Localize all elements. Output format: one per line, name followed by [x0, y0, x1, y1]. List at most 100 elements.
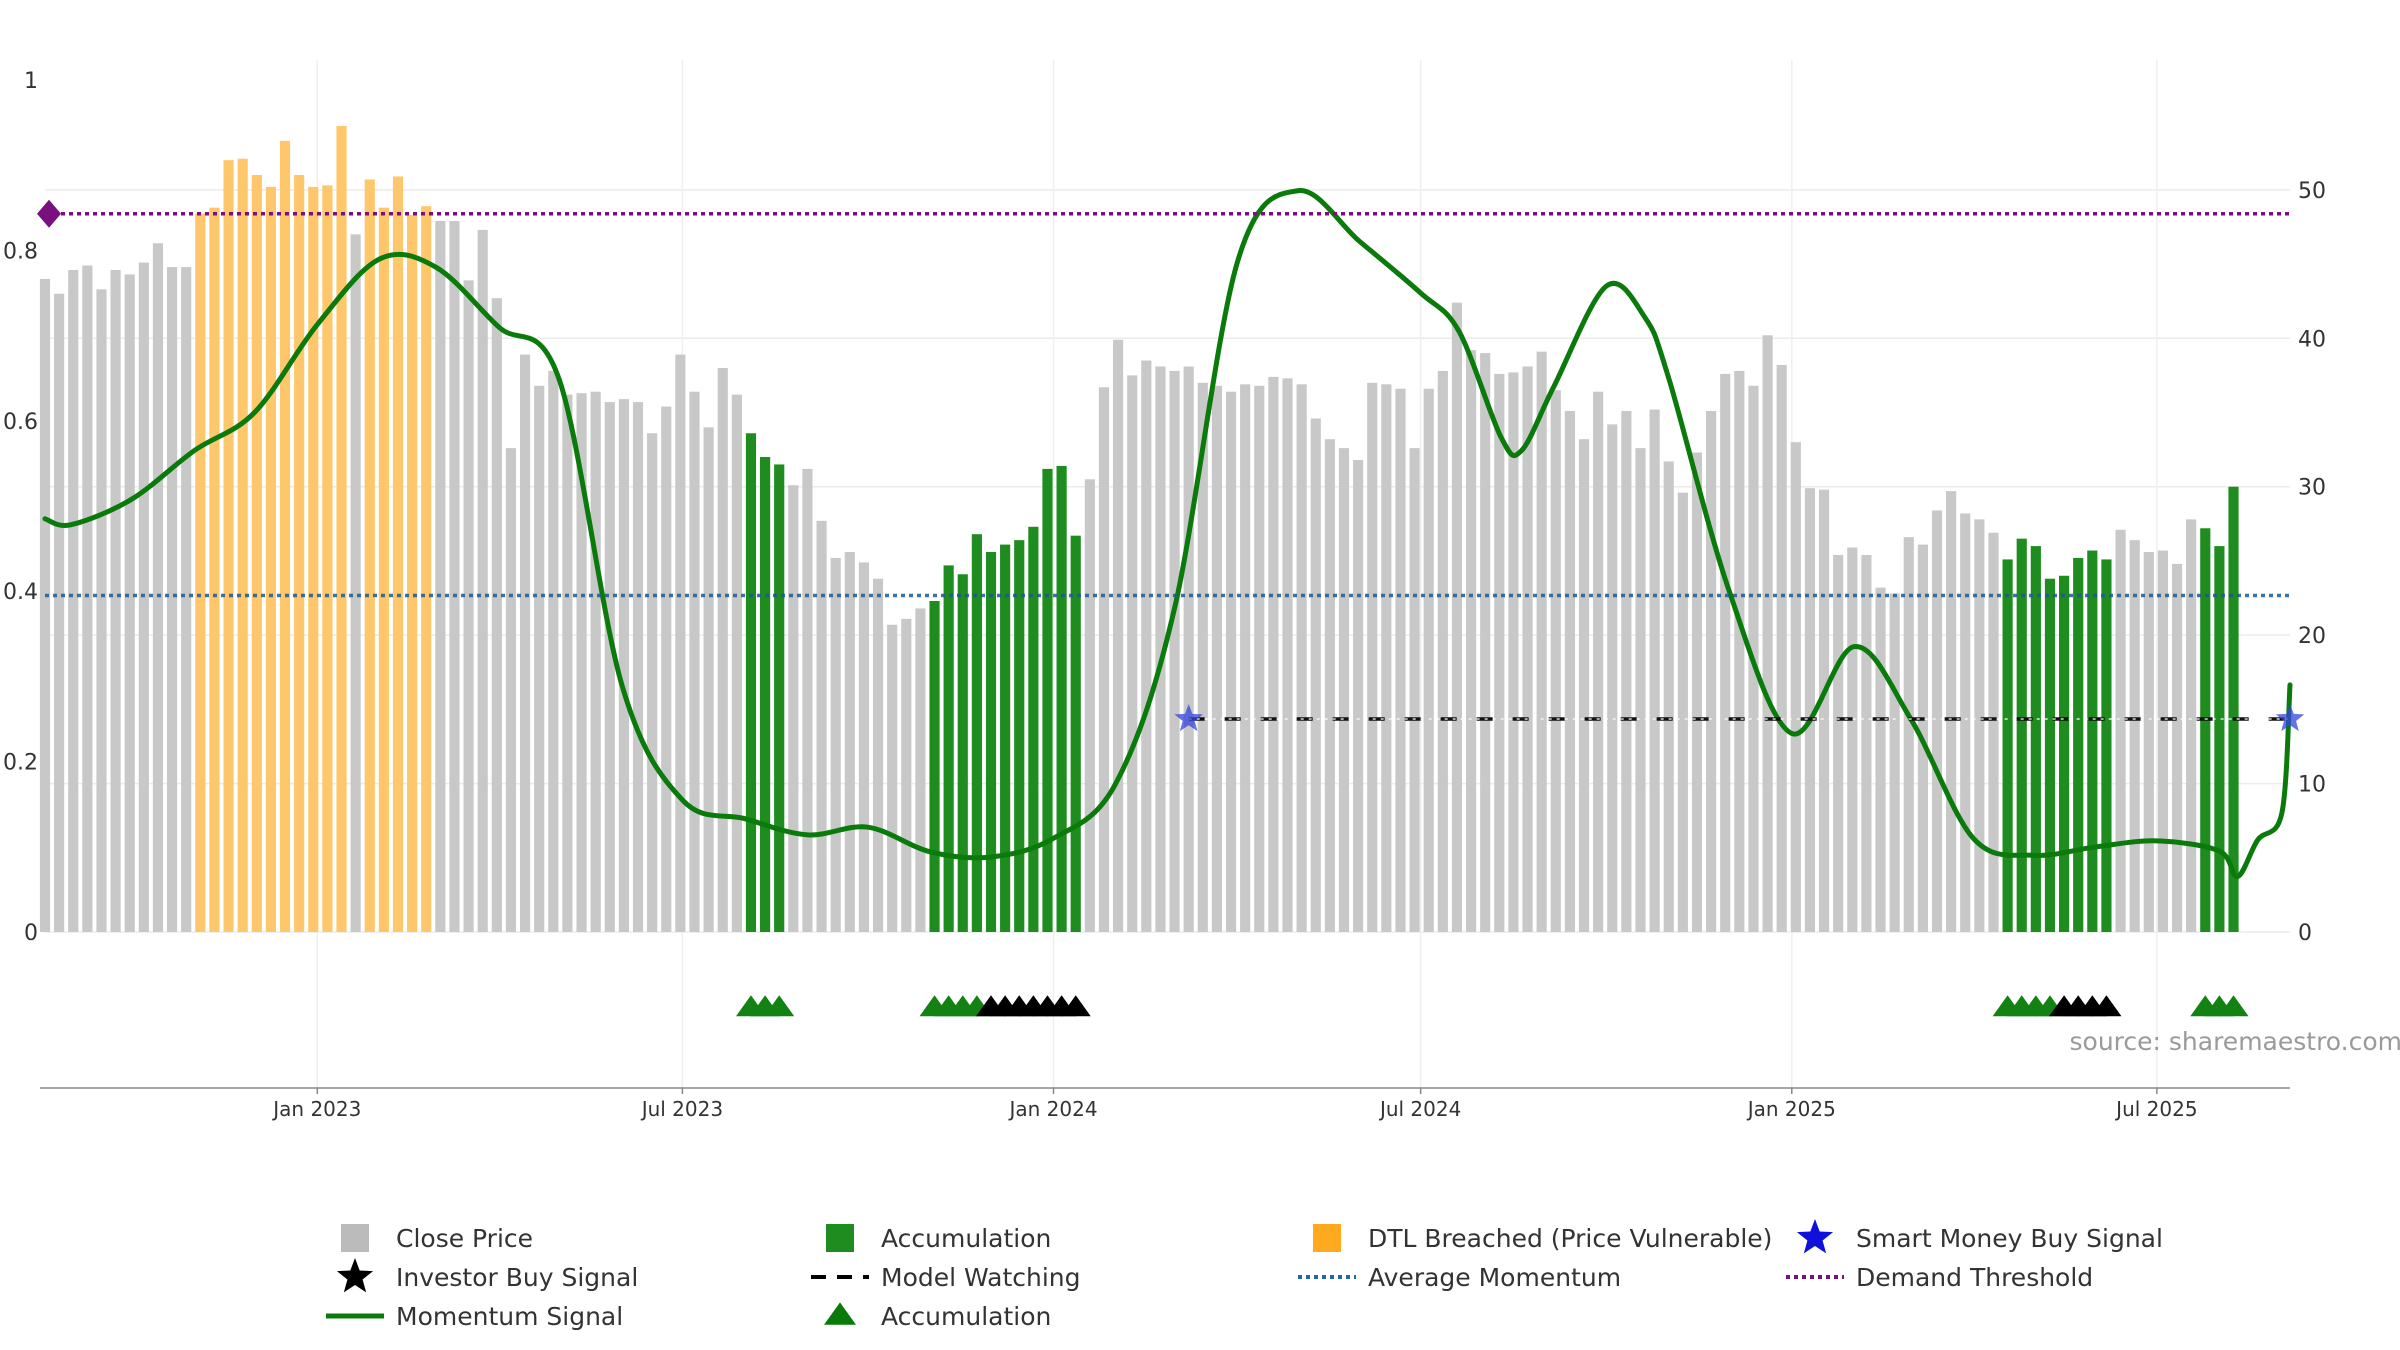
close-price-bar — [872, 578, 884, 932]
close-price-bar — [1649, 409, 1660, 932]
legend-accumulation-swatch — [826, 1224, 854, 1252]
dtl-breached-bar — [279, 140, 291, 932]
close-price-bar — [1254, 385, 1265, 933]
close-price-bar — [1946, 491, 1957, 932]
close-price-bar — [1197, 382, 1208, 932]
close-price-bar — [887, 624, 898, 932]
dtl-breached-bar — [265, 186, 276, 932]
left-axis-tick-label: 0.6 — [3, 410, 38, 435]
legend-dtl-breached-price-vulnerable: DTL Breached (Price Vulnerable) — [1313, 1224, 1772, 1253]
close-price-bar — [1804, 488, 1816, 932]
close-price-bar — [618, 399, 629, 932]
dtl-breached-bar — [364, 179, 375, 933]
accumulation-bar — [2030, 546, 2041, 932]
accumulation-bar — [774, 464, 785, 932]
close-price-bar — [1183, 366, 1194, 932]
accumulation-bar — [943, 565, 954, 932]
close-price-bar — [1522, 366, 1533, 932]
legend-model-watching-label: Model Watching — [881, 1263, 1081, 1292]
legend-investor-buy-signal-star-icon — [336, 1258, 374, 1293]
close-price-bar — [689, 391, 700, 933]
close-price-bar — [1268, 376, 1279, 932]
close-price-bar — [703, 427, 714, 932]
close-price-bar — [39, 278, 51, 933]
legend: Close Price Accumulation DTL Breached (Pri… — [326, 1219, 2163, 1331]
accumulation-bar — [1042, 468, 1053, 932]
close-price-bar — [1451, 302, 1463, 932]
close-price-bar — [675, 354, 686, 932]
legend-accumulation-label: Accumulation — [881, 1224, 1051, 1253]
close-price-bar — [2171, 563, 2183, 932]
investor-buy-triangle — [1060, 995, 1091, 1017]
signal-markers — [735, 704, 2305, 1017]
accumulation-bar — [1070, 535, 1081, 932]
close-price-bar — [68, 269, 79, 932]
close-price-bar — [1155, 366, 1166, 932]
legend-accumulation-triangle-icon — [824, 1302, 856, 1325]
close-price-bar — [1833, 554, 1844, 932]
accumulation-bar — [2002, 559, 2013, 932]
x-axis-tick-label: Jul 2025 — [2114, 1097, 2197, 1121]
close-price-bar — [166, 267, 178, 932]
close-price-bar — [1564, 411, 1575, 932]
close-price-bar — [802, 468, 813, 932]
close-price-bar — [647, 433, 658, 932]
close-price-bar — [1762, 335, 1773, 933]
close-price-bar — [1931, 510, 1943, 932]
accumulation-bar — [985, 552, 997, 932]
legend-smart-money-buy-signal: Smart Money Buy Signal — [1796, 1219, 2163, 1254]
dtl-breached-bar — [421, 206, 432, 933]
demand-threshold-marker — [37, 199, 61, 228]
accumulation-triangle — [764, 995, 795, 1017]
left-axis-tick-label: 0 — [24, 921, 38, 946]
legend-momentum-signal-label: Momentum Signal — [396, 1302, 623, 1331]
close-price-bar — [1607, 424, 1618, 932]
close-price-bar — [844, 552, 855, 932]
close-price-bar — [1734, 370, 1745, 932]
close-price-bar — [1310, 418, 1321, 933]
close-price-bar — [717, 367, 728, 932]
legend-smart-money-buy-signal-star-icon — [1796, 1219, 1834, 1254]
right-axis-tick-label: 50 — [2298, 179, 2326, 204]
legend-average-momentum: Average Momentum — [1298, 1263, 1621, 1292]
accumulation-bar — [957, 574, 968, 932]
close-price-bar — [491, 298, 502, 932]
close-price-bar — [858, 562, 870, 932]
dtl-breached-bar — [378, 207, 389, 933]
close-price-bar — [1225, 391, 1237, 933]
accumulation-bar — [2016, 538, 2027, 932]
close-price-bar — [463, 280, 474, 932]
left-axis-tick-label: 0.8 — [3, 239, 38, 264]
close-price-bar — [505, 448, 517, 932]
left-axis-tick-label: 1 — [24, 69, 38, 94]
close-price-bar — [1437, 370, 1448, 932]
close-price-bar — [1465, 350, 1477, 932]
close-price-bar — [632, 402, 644, 933]
close-price-bar — [1550, 390, 1561, 932]
close-price-bar — [1112, 339, 1124, 932]
close-price-bar — [1395, 388, 1406, 933]
dtl-breached-bar — [251, 174, 262, 932]
close-price-bar — [901, 618, 912, 932]
legend-dtl-breached-price-vulnerable-label: DTL Breached (Price Vulnerable) — [1368, 1224, 1772, 1253]
accumulation-triangle — [2218, 995, 2249, 1017]
close-price-bar — [548, 370, 559, 932]
close-price-bar — [1621, 411, 1632, 932]
close-price-bar — [1127, 375, 1138, 933]
close-price-bar — [915, 608, 926, 932]
close-price-bar — [562, 394, 573, 932]
legend-accumulation-label: Accumulation — [881, 1302, 1051, 1331]
gridlines — [45, 60, 2290, 1088]
right-axis-tick-label: 30 — [2298, 476, 2326, 501]
dtl-breached-bar — [237, 158, 248, 932]
accumulation-bar — [2214, 546, 2225, 932]
legend-momentum-signal: Momentum Signal — [326, 1302, 623, 1331]
accumulation-bar — [2101, 559, 2112, 932]
close-price-bar — [96, 289, 107, 932]
right-axis-tick-label: 20 — [2298, 624, 2326, 649]
x-axis-tick-label: Jan 2023 — [271, 1097, 361, 1121]
legend-average-momentum-label: Average Momentum — [1368, 1263, 1621, 1292]
right-axis-tick-label: 0 — [2298, 921, 2312, 946]
accumulation-bar — [2059, 575, 2070, 932]
